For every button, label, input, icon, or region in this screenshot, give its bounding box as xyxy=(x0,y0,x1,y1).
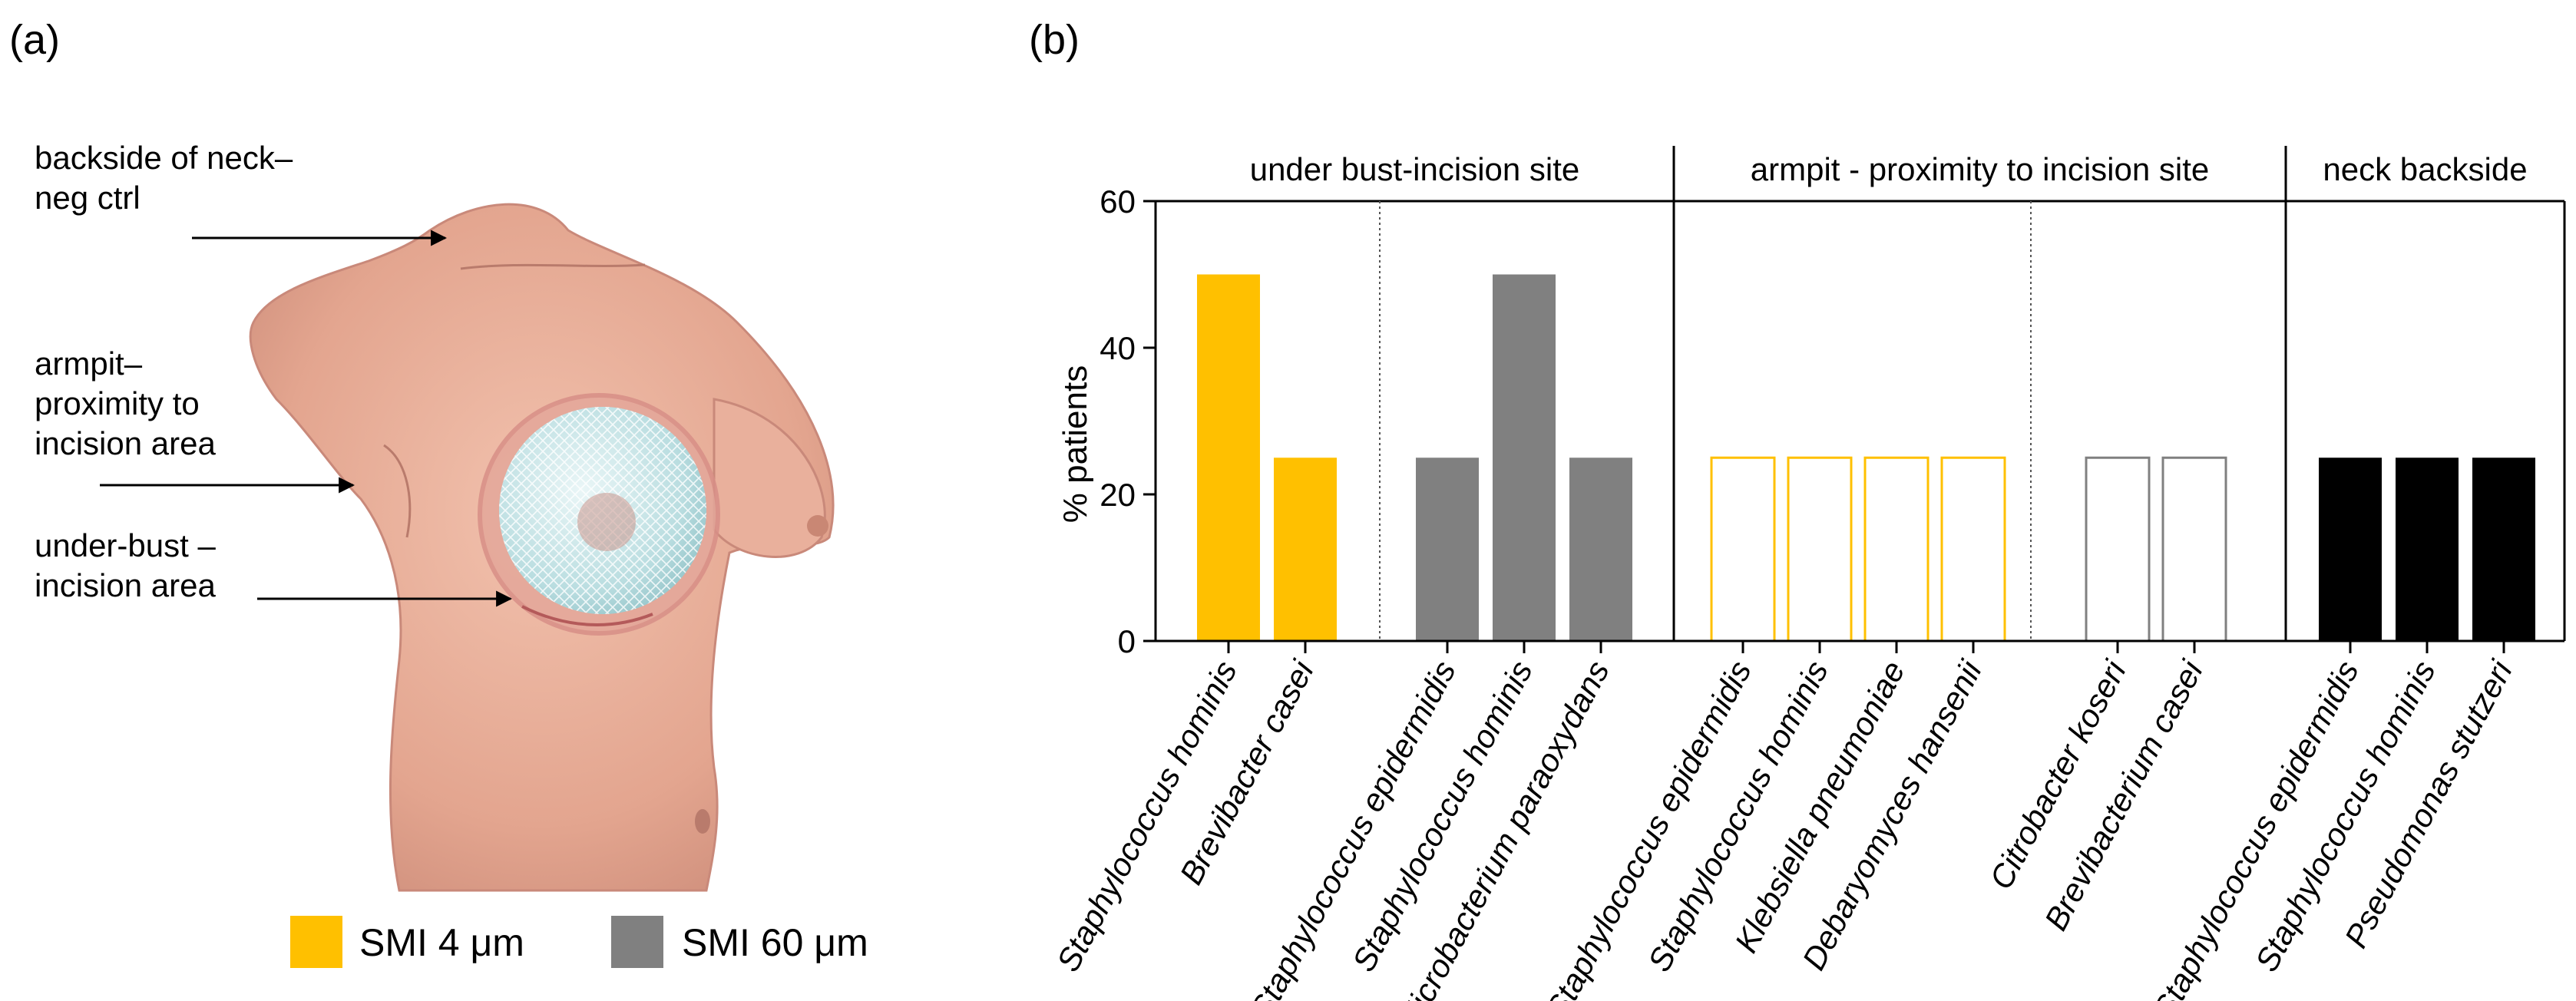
category-label-10: Citrobacter koseri xyxy=(1982,654,2134,895)
clavicle-line xyxy=(460,263,646,270)
bar-4 xyxy=(1493,274,1556,641)
bar-10 xyxy=(2085,456,2151,643)
legend-label-smi60: SMI 60 μm xyxy=(682,921,868,964)
bar-5 xyxy=(1569,458,1632,641)
navel xyxy=(695,809,710,834)
bar-11 xyxy=(2161,456,2227,643)
annotation-armpit: armpit– proximity to incision area xyxy=(35,345,355,494)
panel-label-b: (b) xyxy=(1029,17,1080,63)
annotation-neck-line2: neg ctrl xyxy=(35,180,141,216)
bar-14 xyxy=(2472,458,2535,641)
bar-2 xyxy=(1274,458,1337,641)
annotation-armpit-line3: incision area xyxy=(35,425,216,461)
annotation-armpit-line2: proximity to xyxy=(35,385,200,421)
torso-illustration xyxy=(249,203,835,892)
legend-swatch-smi4 xyxy=(290,916,342,968)
implant-center xyxy=(577,493,636,551)
panel-label-a: (a) xyxy=(9,17,60,63)
bar-12 xyxy=(2319,458,2382,641)
bar-13 xyxy=(2396,458,2459,641)
annotation-neck: backside of neck– neg ctrl xyxy=(35,140,448,246)
annotation-armpit-line1: armpit– xyxy=(35,345,143,382)
bar-1 xyxy=(1197,274,1260,641)
section-header-2: armpit - proximity to incision site xyxy=(1751,151,2210,187)
right-breast xyxy=(713,398,826,558)
y-tick-label-0: 0 xyxy=(1118,623,1136,659)
annotation-underbust: under-bust – incision area xyxy=(35,527,513,607)
legend-label-smi4: SMI 4 μm xyxy=(359,921,524,964)
bar-chart: under bust-incision site armpit - proximi… xyxy=(1050,146,2566,1001)
bar-6 xyxy=(1710,456,1776,643)
incision-line xyxy=(521,605,653,626)
section-header-1: under bust-incision site xyxy=(1250,151,1580,187)
annotation-underbust-line2: incision area xyxy=(35,567,216,603)
legend-swatch-smi60 xyxy=(611,916,663,968)
y-tick-label-60: 60 xyxy=(1100,183,1136,220)
y-tick-label-20: 20 xyxy=(1100,477,1136,513)
armpit-fold xyxy=(383,444,412,538)
nipple xyxy=(807,515,828,537)
legend: SMI 4 μm SMI 60 μm xyxy=(290,916,868,968)
section-header-3: neck backside xyxy=(2323,151,2527,187)
y-axis-label: % patients xyxy=(1057,365,1094,523)
bar-9 xyxy=(1940,456,2006,643)
bar-8 xyxy=(1863,456,1930,643)
annotation-neck-line1: backside of neck– xyxy=(35,140,293,176)
y-tick-label-40: 40 xyxy=(1100,330,1136,366)
annotation-underbust-line1: under-bust – xyxy=(35,527,216,563)
bar-3 xyxy=(1416,458,1479,641)
bar-7 xyxy=(1787,456,1853,643)
